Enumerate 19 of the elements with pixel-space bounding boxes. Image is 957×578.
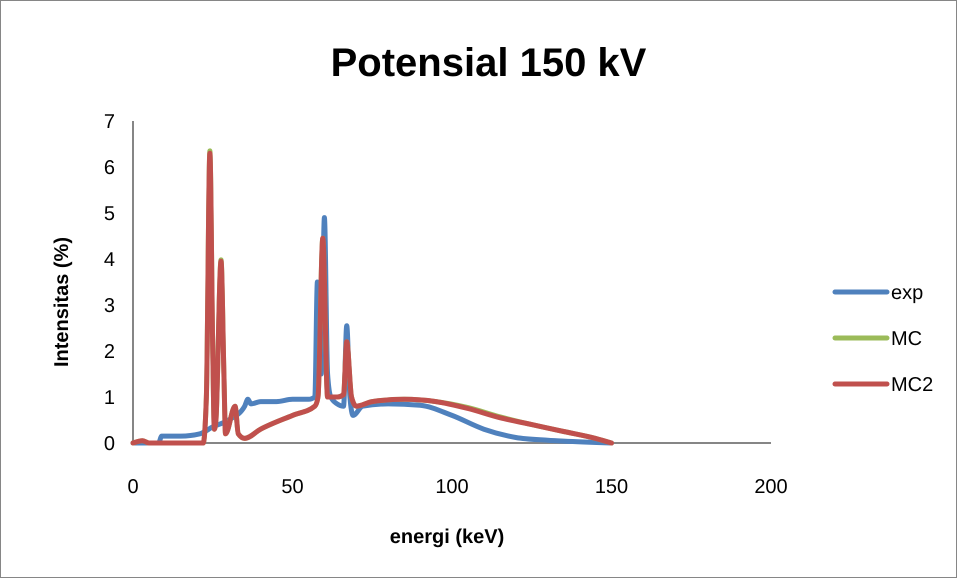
y-tick-label: 3 [104, 295, 115, 317]
chart-title: Potensial 150 kV [330, 41, 647, 85]
y-tick-label: 6 [104, 157, 115, 179]
y-axis-title: Intensitas (%) [51, 236, 73, 368]
x-tick-label: 150 [594, 476, 628, 498]
y-tick-label: 1 [104, 387, 115, 409]
y-tick-label: 4 [104, 249, 115, 271]
y-tick-label: 7 [104, 111, 115, 133]
y-tick-label: 5 [104, 203, 115, 225]
x-tick-label: 200 [754, 476, 788, 498]
x-tick-label: 50 [281, 476, 304, 498]
y-tick-label: 2 [104, 341, 115, 363]
legend-label: MC [891, 328, 922, 350]
x-tick-label: 100 [435, 476, 469, 498]
y-tick-label: 0 [104, 433, 115, 455]
x-axis-title: energi (keV) [390, 526, 504, 548]
legend-label: exp [891, 282, 924, 304]
x-tick-label: 0 [127, 476, 139, 498]
legend-label: MC2 [891, 374, 934, 396]
